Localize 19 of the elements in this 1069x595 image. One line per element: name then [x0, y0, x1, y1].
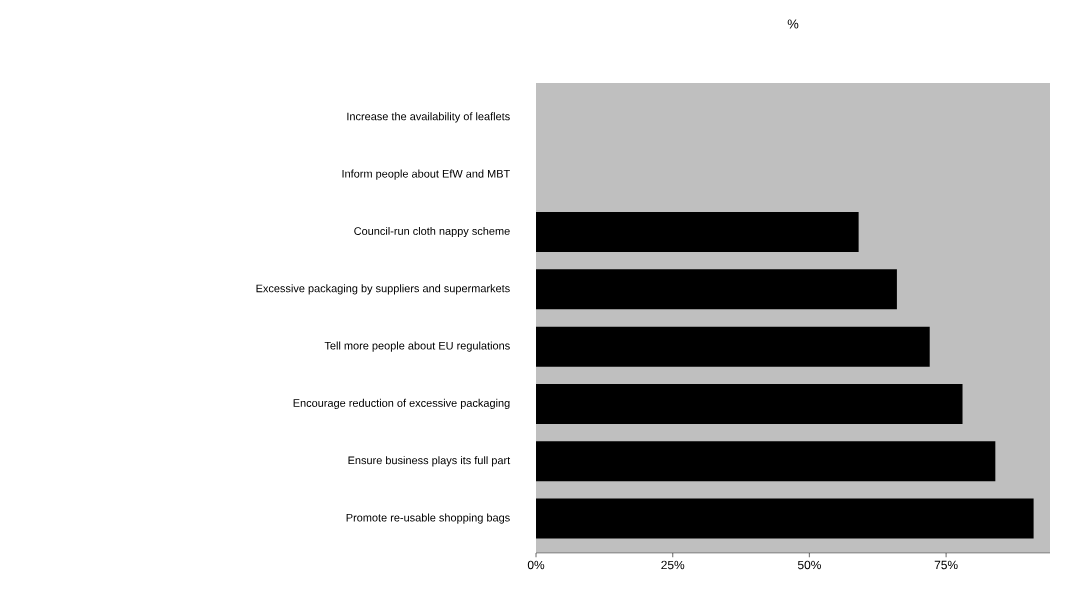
y-tick-label: Excessive packaging by suppliers and supermarkets	[256, 284, 510, 295]
bar	[536, 269, 897, 310]
x-tick-label: 75%	[934, 560, 958, 570]
y-tick-label: Tell more people about EU regulations	[324, 341, 510, 352]
x-tick-label: 50%	[797, 560, 821, 570]
x-tick-label: 25%	[661, 560, 685, 570]
chart-title: %	[787, 19, 799, 29]
bar	[536, 498, 1034, 539]
bar	[536, 212, 859, 253]
bar	[536, 326, 930, 367]
y-tick-label: Increase the availability of leaflets	[347, 112, 510, 123]
x-tick-label: 0%	[527, 560, 545, 570]
y-tick-label: Ensure business plays its full part	[348, 456, 511, 467]
y-tick-label: Council-run cloth nappy scheme	[354, 226, 510, 238]
y-tick-label: Encourage reduction of excessive packaging	[293, 398, 510, 410]
bar	[536, 383, 963, 424]
bar	[536, 441, 996, 482]
y-tick-label: Inform people about EfW and MBT	[342, 169, 510, 180]
y-tick-label: Promote re-usable shopping bags	[346, 513, 510, 524]
